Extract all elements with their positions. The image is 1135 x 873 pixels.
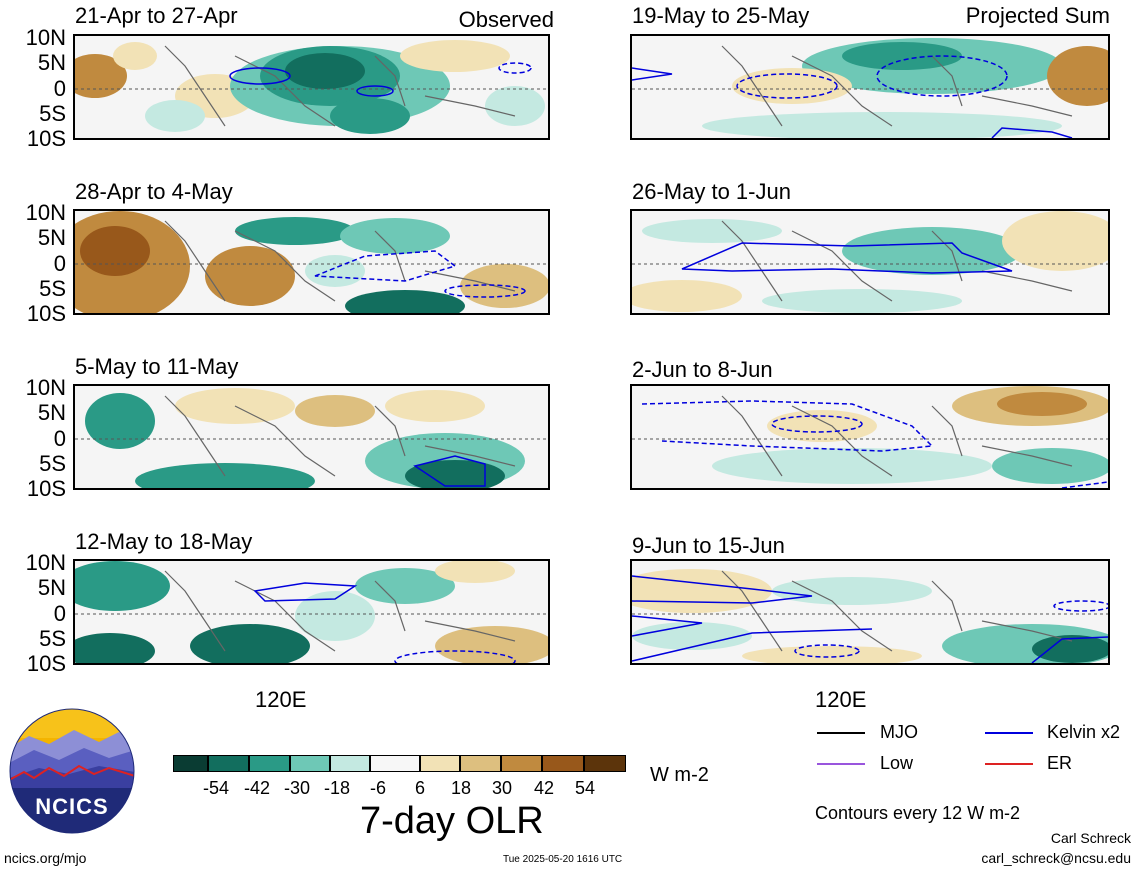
lat-label-10n: 10N xyxy=(25,200,66,225)
colorbar-box xyxy=(249,755,290,772)
contour-note: Contours every 12 W m-2 xyxy=(815,803,1021,823)
colorbar-tick-label: -42 xyxy=(243,778,271,798)
panel-title-projected-1: 19-May to 25-May xyxy=(632,3,810,28)
lat-label-eq: 0 xyxy=(53,251,66,276)
lat-label-5s: 5S xyxy=(39,626,66,651)
lat-label-10s: 10S xyxy=(26,301,66,326)
lat-label-10n: 10N xyxy=(25,25,66,50)
lat-label-10s: 10S xyxy=(26,126,66,151)
olr-map-observed-1 xyxy=(73,34,550,140)
colorbar-box xyxy=(420,755,460,772)
lat-label-5n: 5N xyxy=(37,225,66,250)
colorbar-tick-label: 30 xyxy=(491,778,513,798)
colorbar-tick-label: -18 xyxy=(323,778,351,798)
x-axis-label-right: 120E xyxy=(815,687,867,712)
colorbar-box xyxy=(208,755,249,772)
colorbar-tick-label: -54 xyxy=(202,778,230,798)
colorbar-tick-label: 18 xyxy=(450,778,472,798)
colorbar-box xyxy=(330,755,370,772)
observed-label: Observed xyxy=(458,7,554,32)
colorbar-tick-label: -6 xyxy=(369,778,387,798)
colorbar-title: 7-day OLR xyxy=(360,800,544,842)
lat-label-5n: 5N xyxy=(37,50,66,75)
colorbar-box xyxy=(501,755,542,772)
lat-label-eq: 0 xyxy=(53,76,66,101)
panel-title-projected-3: 2-Jun to 8-Jun xyxy=(632,357,773,382)
ncics-logo: NCICS xyxy=(9,708,135,834)
olr-map-projected-3 xyxy=(630,384,1110,490)
olr-map-observed-3 xyxy=(73,384,550,490)
olr-map-observed-2 xyxy=(73,209,550,315)
colorbar-box xyxy=(290,755,330,772)
legend-swatch-low xyxy=(817,763,865,765)
legend-label-mjo: MJO xyxy=(880,722,918,742)
legend-label-er: ER xyxy=(1047,753,1073,773)
legend-swatch-mjo xyxy=(817,732,865,734)
lat-label-10n: 10N xyxy=(25,375,66,400)
lat-label-10s: 10S xyxy=(26,651,66,676)
lat-label-5n: 5N xyxy=(37,400,66,425)
footer-url[interactable]: ncics.org/mjo xyxy=(4,850,87,866)
olr-map-projected-2 xyxy=(630,209,1110,315)
panel-title-projected-4: 9-Jun to 15-Jun xyxy=(632,533,785,558)
colorbar-tick-label: 54 xyxy=(574,778,596,798)
footer-timestamp: Tue 2025-05-20 1616 UTC xyxy=(503,854,623,865)
projected-sum-label: Projected Sum xyxy=(965,3,1110,28)
panel-title-projected-2: 26-May to 1-Jun xyxy=(632,179,791,204)
legend-label-kelvin: Kelvin x2 xyxy=(1047,722,1121,742)
panel-title-observed-4: 12-May to 18-May xyxy=(75,529,253,554)
lat-label-eq: 0 xyxy=(53,426,66,451)
colorbar-units: W m-2 xyxy=(650,764,709,786)
olr-map-projected-4 xyxy=(630,559,1110,665)
panel-title-observed-3: 5-May to 11-May xyxy=(75,354,239,379)
panel-title-observed-1: 21-Apr to 27-Apr xyxy=(75,3,238,28)
footer-email[interactable]: carl_schreck@ncsu.edu xyxy=(981,850,1131,866)
lat-label-eq: 0 xyxy=(53,601,66,626)
panel-title-observed-2: 28-Apr to 4-May xyxy=(75,179,233,204)
lat-label-5s: 5S xyxy=(39,276,66,301)
colorbar-tick-label: -30 xyxy=(283,778,311,798)
lat-label-5s: 5S xyxy=(39,451,66,476)
olr-map-projected-1 xyxy=(630,34,1110,140)
lat-label-5s: 5S xyxy=(39,101,66,126)
legend-label-low: Low xyxy=(880,753,914,773)
colorbar-box xyxy=(173,755,208,772)
legend-swatch-kelvin xyxy=(985,732,1033,734)
lat-label-10s: 10S xyxy=(26,476,66,501)
colorbar-box xyxy=(370,755,420,772)
colorbar-box xyxy=(584,755,626,772)
footer-author: Carl Schreck xyxy=(1050,830,1131,846)
colorbar-box xyxy=(542,755,584,772)
lat-label-10n: 10N xyxy=(25,550,66,575)
x-axis-label-left: 120E xyxy=(255,687,307,712)
colorbar-tick-label: 42 xyxy=(533,778,555,798)
colorbar-box xyxy=(460,755,501,772)
olr-map-observed-4 xyxy=(73,559,550,665)
ncics-logo-text: NCICS xyxy=(35,794,109,819)
legend-swatch-er xyxy=(985,763,1033,765)
colorbar-tick-label: 6 xyxy=(414,778,426,798)
lat-label-5n: 5N xyxy=(37,575,66,600)
